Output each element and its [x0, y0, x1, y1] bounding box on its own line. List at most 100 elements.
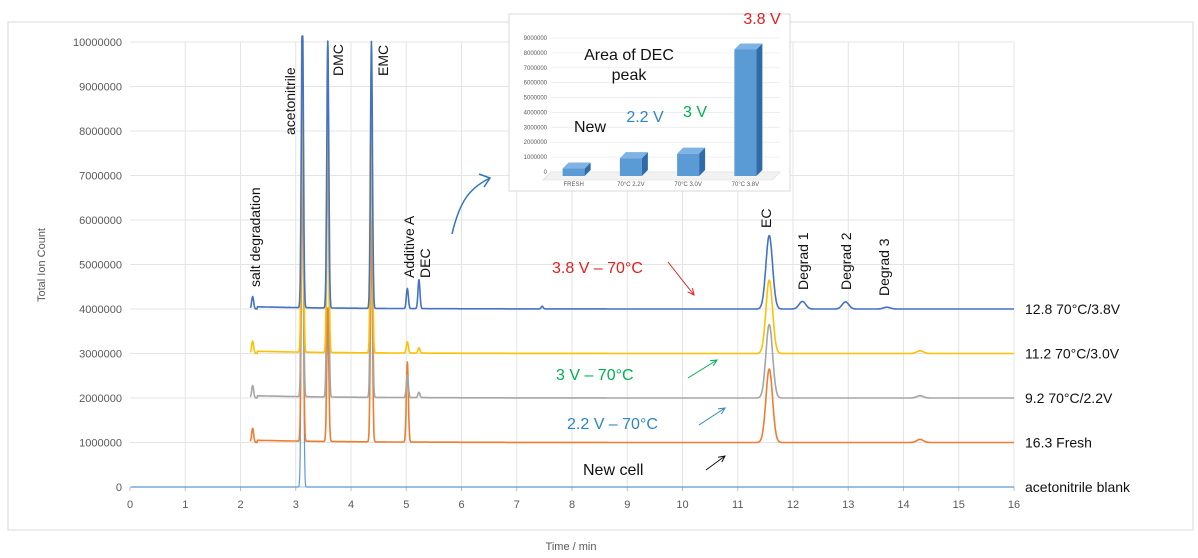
inset-y-tick-label: 6000000 [524, 81, 548, 87]
inset-y-tick-label: 7000000 [524, 66, 548, 72]
series-line-2 [249, 84, 1015, 399]
inset-x-tick-label-3: 70°C 3.8V [732, 182, 759, 188]
series-label-0: 12.8 70°C/3.8V [1025, 301, 1121, 317]
inset-y-tick-label: 4000000 [524, 110, 548, 116]
peak-label-3: EMC [375, 45, 391, 76]
peak-label-8: Degrad 2 [838, 232, 854, 290]
series-line-0 [249, 35, 1015, 310]
inset-x-tick-label-1: 70°C 2.2V [617, 182, 644, 188]
peak-label-7: Degrad 1 [795, 232, 811, 290]
inset-callout-arrow [451, 177, 491, 235]
inset-bar-top-0 [562, 162, 591, 169]
y-tick-label: 2000000 [79, 393, 122, 405]
inset-bar-side-3 [756, 43, 763, 176]
inset-x-tick-label-2: 70°C 3.0V [674, 182, 701, 188]
inset-x-tick-label-0: FRESH [563, 182, 583, 188]
peak-label-5: DEC [417, 248, 433, 278]
x-tick-label: 9 [624, 499, 630, 511]
y-tick-label: 4000000 [79, 304, 122, 316]
y-tick-label: 6000000 [79, 215, 122, 227]
inset-bar-0 [562, 168, 585, 176]
peak-label-4: Additive A [401, 215, 417, 278]
x-tick-label: 13 [842, 499, 854, 511]
inset-y-tick-label: 9000000 [524, 36, 548, 42]
x-tick-label: 15 [953, 499, 965, 511]
inset-bar-side-2 [699, 147, 706, 176]
series-end-labels: 12.8 70°C/3.8V 11.2 70°C/3.0V 9.2 70°C/2.2… [1025, 301, 1131, 495]
x-tick-label: 11 [732, 499, 743, 511]
inset-bar-top-3 [734, 43, 763, 50]
peak-label-6: EC [758, 209, 774, 228]
condition-label-3: New cell [583, 462, 643, 479]
condition-arrowhead-3 [718, 455, 726, 463]
series-lines [130, 35, 1015, 488]
condition-arrow-0 [667, 261, 695, 296]
inset-title: Area of DEC peak [584, 47, 674, 84]
inset-bar-side-1 [641, 152, 648, 176]
inset-title-line: peak [612, 67, 648, 84]
x-tick-label: 10 [676, 499, 688, 511]
peak-label-9: Degrad 3 [876, 238, 892, 296]
inset-y-tick-label: 3000000 [524, 125, 548, 131]
inset-bar-side-0 [584, 162, 591, 176]
x-tick-label: 8 [569, 499, 575, 511]
y-tick-label: 9000000 [79, 82, 122, 94]
inset-bar-label-2: 3 V [683, 104, 707, 121]
y-tick-label: 5000000 [79, 260, 122, 272]
inset-y-tick-label: 8000000 [524, 51, 548, 57]
series-label-3: 16.3 Fresh [1025, 435, 1092, 451]
inset-bar-3 [734, 49, 757, 176]
x-axis-ticks: 0 1 2 3 4 5 6 7 8 9 10 11 12 13 14 15 16 [127, 499, 1020, 511]
x-tick-label: 16 [1008, 499, 1020, 511]
inset-bar-label-0: New [574, 119, 606, 136]
x-tick-label: 2 [237, 499, 243, 511]
y-tick-label: 3000000 [79, 349, 122, 361]
inset-bar-top-1 [619, 152, 648, 159]
x-tick-label: 1 [182, 499, 188, 511]
x-tick-label: 0 [127, 499, 133, 511]
series-line-1 [249, 39, 1015, 355]
x-tick-label: 3 [293, 499, 299, 511]
y-tick-label: 8000000 [79, 126, 122, 138]
y-axis-title: Total Ion Count [36, 228, 48, 302]
series-label-1: 11.2 70°C/3.0V [1025, 346, 1120, 362]
inset-y-tick-label: 0 [544, 170, 548, 176]
condition-arrow-2 [698, 407, 726, 426]
condition-label-2: 2.2 V – 70°C [567, 416, 658, 433]
peak-labels: salt degradation acetonitrile DMC EMC Additi… [247, 44, 892, 296]
x-tick-label: 4 [348, 499, 354, 511]
x-tick-label: 7 [514, 499, 520, 511]
inset-bar-chart: 0 1000000 2000000 3000000 4000000 5000000 6000… [451, 11, 791, 235]
y-tick-label: 7000000 [79, 171, 122, 183]
x-tick-label: 12 [787, 499, 799, 511]
inset-bar-2 [677, 153, 700, 176]
series-label-4: acetonitrile blank [1025, 479, 1131, 495]
condition-arrowhead-1 [709, 359, 718, 367]
series-line-3 [249, 128, 1015, 444]
peak-label-0: salt degradation [247, 187, 263, 287]
inset-bar-label-3: 3.8 V [743, 11, 781, 28]
peak-label-2: DMC [330, 44, 346, 76]
condition-label-0: 3.8 V – 70°C [552, 260, 643, 277]
condition-label-1: 3 V – 70°C [556, 367, 634, 384]
condition-arrowhead-0 [687, 288, 695, 296]
peak-label-1: acetonitrile [282, 67, 298, 135]
series-line-4 [130, 85, 1015, 488]
y-axis-ticks: 0 1000000 2000000 3000000 4000000 5000000 6000… [73, 37, 122, 494]
inset-floor [542, 171, 781, 181]
y-tick-label: 10000000 [73, 37, 122, 49]
y-tick-label: 0 [116, 482, 122, 494]
condition-arrow-1 [687, 359, 718, 379]
inset-y-tick-label: 2000000 [524, 140, 548, 146]
condition-arrow-3 [705, 455, 726, 471]
series-label-2: 9.2 70°C/2.2V [1025, 390, 1113, 406]
x-axis-title: Time / min [546, 541, 597, 553]
inset-y-tick-label: 5000000 [524, 96, 548, 102]
inset-title-line: Area of DEC [584, 47, 674, 64]
y-tick-label: 1000000 [79, 438, 122, 450]
x-tick-label: 5 [403, 499, 409, 511]
inset-bar-1 [619, 158, 642, 176]
x-tick-label: 14 [897, 499, 909, 511]
x-tick-label: 6 [458, 499, 464, 511]
